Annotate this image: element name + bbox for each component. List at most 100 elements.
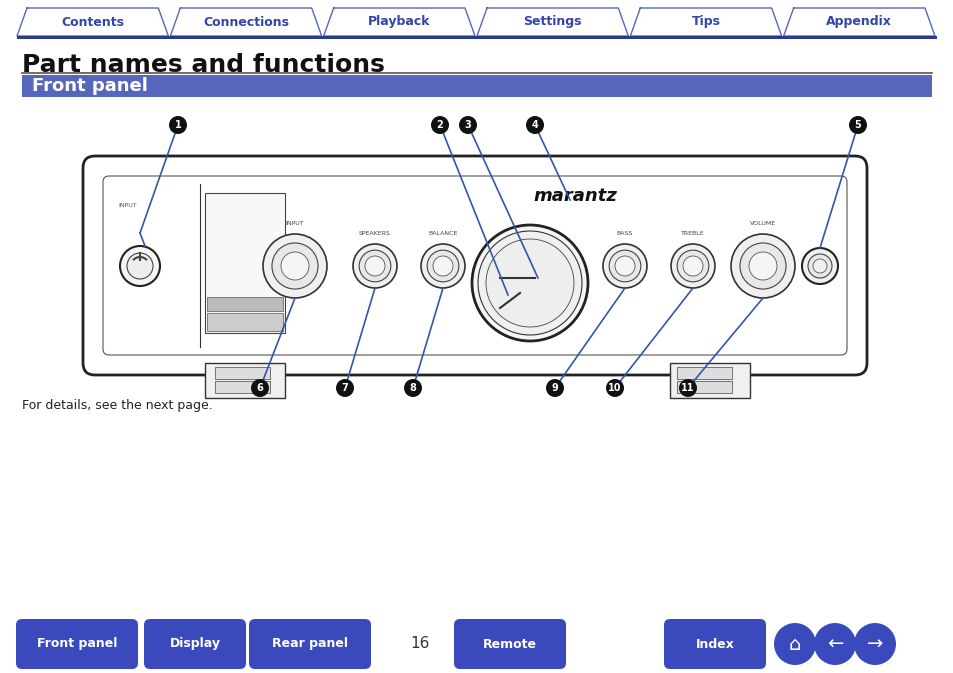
- Circle shape: [263, 234, 327, 298]
- Bar: [205, 193, 285, 333]
- Polygon shape: [630, 8, 781, 36]
- Circle shape: [605, 379, 623, 397]
- Text: Front panel: Front panel: [37, 637, 117, 651]
- Circle shape: [602, 244, 646, 288]
- Bar: [677, 367, 731, 379]
- Text: 8: 8: [409, 383, 416, 393]
- Circle shape: [403, 379, 421, 397]
- Text: Display: Display: [170, 637, 220, 651]
- Bar: [22, 75, 931, 97]
- FancyBboxPatch shape: [16, 619, 138, 669]
- Circle shape: [485, 239, 574, 327]
- Text: INPUT: INPUT: [118, 203, 137, 208]
- Text: Remote: Remote: [482, 637, 537, 651]
- Circle shape: [848, 116, 866, 134]
- Text: Connections: Connections: [203, 15, 289, 28]
- Circle shape: [807, 254, 831, 278]
- Text: 2: 2: [436, 120, 443, 130]
- Circle shape: [740, 243, 785, 289]
- Circle shape: [609, 250, 640, 282]
- Text: 6: 6: [256, 383, 263, 393]
- Circle shape: [169, 116, 187, 134]
- Text: marantz: marantz: [533, 187, 617, 205]
- Circle shape: [615, 256, 635, 276]
- FancyBboxPatch shape: [663, 619, 765, 669]
- Circle shape: [748, 252, 776, 280]
- Bar: [207, 313, 283, 331]
- FancyBboxPatch shape: [83, 156, 866, 375]
- Circle shape: [458, 116, 476, 134]
- Text: 11: 11: [680, 383, 694, 393]
- Circle shape: [272, 243, 317, 289]
- Circle shape: [682, 256, 702, 276]
- Circle shape: [281, 252, 309, 280]
- Text: For details, see the next page.: For details, see the next page.: [22, 399, 213, 412]
- Circle shape: [853, 623, 895, 665]
- Polygon shape: [17, 8, 168, 36]
- Text: 3: 3: [464, 120, 471, 130]
- FancyBboxPatch shape: [249, 619, 371, 669]
- Circle shape: [679, 379, 697, 397]
- Text: Rear panel: Rear panel: [272, 637, 348, 651]
- Text: Playback: Playback: [368, 15, 430, 28]
- Bar: [677, 381, 731, 393]
- Bar: [205, 363, 285, 398]
- Polygon shape: [323, 8, 475, 36]
- Text: TREBLE: TREBLE: [680, 231, 704, 236]
- Circle shape: [670, 244, 714, 288]
- Circle shape: [801, 248, 837, 284]
- Text: Part names and functions: Part names and functions: [22, 53, 384, 77]
- Polygon shape: [171, 8, 321, 36]
- Circle shape: [477, 231, 581, 335]
- Text: 16: 16: [410, 637, 429, 651]
- Circle shape: [251, 379, 269, 397]
- Text: Front panel: Front panel: [32, 77, 148, 95]
- Text: →: →: [866, 635, 882, 653]
- Circle shape: [335, 379, 354, 397]
- Circle shape: [545, 379, 563, 397]
- FancyBboxPatch shape: [454, 619, 565, 669]
- Bar: [214, 381, 270, 393]
- Bar: [669, 363, 749, 398]
- Circle shape: [472, 225, 587, 341]
- Text: 5: 5: [854, 120, 861, 130]
- Text: Contents: Contents: [61, 15, 124, 28]
- Text: BALANCE: BALANCE: [428, 231, 457, 236]
- FancyBboxPatch shape: [144, 619, 246, 669]
- Circle shape: [813, 623, 855, 665]
- Text: VOLUME: VOLUME: [749, 221, 775, 226]
- Text: Appendix: Appendix: [825, 15, 891, 28]
- Text: 9: 9: [551, 383, 558, 393]
- Polygon shape: [782, 8, 934, 36]
- Text: 7: 7: [341, 383, 348, 393]
- Bar: [214, 367, 270, 379]
- Text: ←: ←: [826, 635, 842, 653]
- Text: 10: 10: [608, 383, 621, 393]
- Bar: [207, 297, 283, 311]
- Circle shape: [812, 259, 826, 273]
- Circle shape: [127, 253, 152, 279]
- Circle shape: [773, 623, 815, 665]
- Text: ⌂: ⌂: [788, 635, 801, 653]
- Text: SPEAKERS: SPEAKERS: [358, 231, 391, 236]
- Polygon shape: [476, 8, 628, 36]
- Text: Index: Index: [695, 637, 734, 651]
- Circle shape: [120, 246, 160, 286]
- Circle shape: [420, 244, 464, 288]
- Circle shape: [365, 256, 385, 276]
- Circle shape: [358, 250, 391, 282]
- Text: Settings: Settings: [523, 15, 581, 28]
- Circle shape: [525, 116, 543, 134]
- Text: INPUT: INPUT: [285, 221, 304, 226]
- Circle shape: [677, 250, 708, 282]
- Text: Tips: Tips: [691, 15, 720, 28]
- Circle shape: [353, 244, 396, 288]
- Circle shape: [427, 250, 458, 282]
- Text: BASS: BASS: [617, 231, 633, 236]
- Circle shape: [431, 116, 449, 134]
- Text: 1: 1: [174, 120, 181, 130]
- Text: 4: 4: [531, 120, 537, 130]
- Circle shape: [730, 234, 794, 298]
- Bar: [17, 36, 936, 39]
- Circle shape: [433, 256, 453, 276]
